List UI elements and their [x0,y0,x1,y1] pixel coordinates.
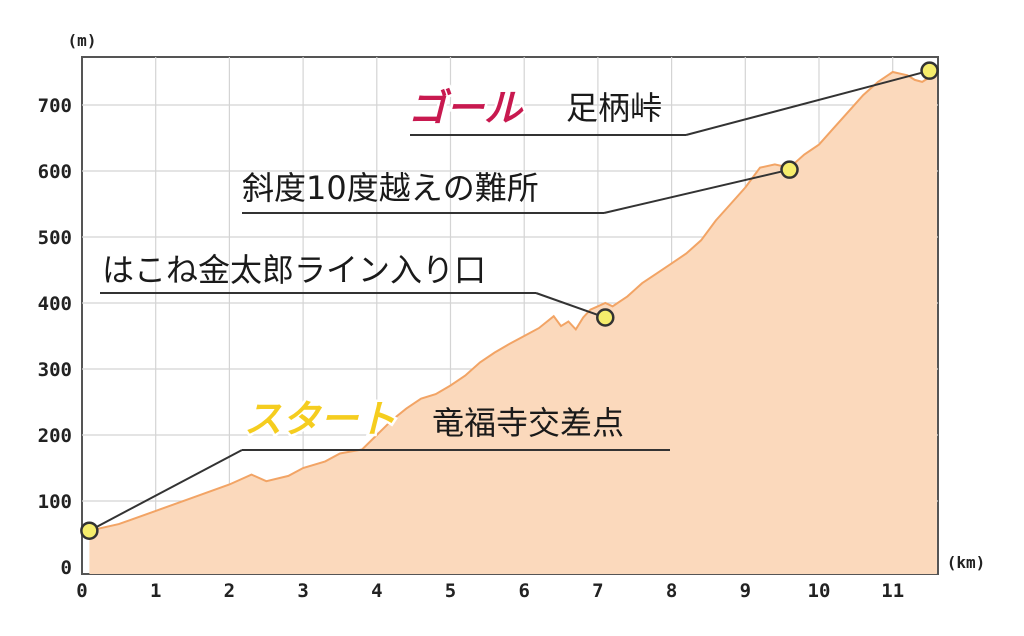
x-tick-label: 10 [808,580,831,602]
y-unit-label: (m) [68,31,97,50]
y-tick-label: 0 [61,557,72,579]
waypoint-label: 竜福寺交差点 [432,404,624,442]
start-tag: スタート [244,397,396,441]
axis-ticks: 0 1 2 3 4 5 6 7 8 9 10 11 0 100 200 300 400 500 600 700 [38,95,904,602]
waypoint-marker [780,160,799,179]
waypoint-marker [596,308,615,327]
leader-line [88,449,243,532]
waypoint-label: 足柄峠 [566,89,662,127]
x-tick-label: 3 [297,580,308,602]
y-tick-label: 200 [38,425,72,447]
waypoint-marker [920,61,939,80]
waypoint-marker [80,521,99,540]
elevation-line [89,70,938,532]
y-tick-label: 500 [38,227,72,249]
y-tick-label: 100 [38,491,72,513]
waypoint-label: 斜度10度越えの難所 [242,169,539,207]
x-tick-label: 7 [592,580,603,602]
y-tick-label: 600 [38,161,72,183]
x-tick-label: 9 [740,580,751,602]
leader-line [685,69,930,136]
y-tick-label: 700 [38,95,72,117]
y-tick-label: 400 [38,293,72,315]
x-tick-label: 5 [445,580,456,602]
y-tick-label: 300 [38,359,72,381]
goal-tag: ゴール [408,86,524,130]
leader-line [535,292,606,319]
leader-lines [88,69,930,532]
x-unit-label: (km) [947,553,986,572]
x-tick-label: 1 [150,580,161,602]
x-tick-label: 6 [518,580,529,602]
x-tick-label: 8 [666,580,677,602]
elevation-area [89,72,937,574]
waypoint-label: はこね金太郎ライン入り口 [102,251,486,289]
leader-line [603,168,790,214]
x-tick-label: 11 [881,580,904,602]
x-tick-label: 4 [371,580,382,602]
waypoint-markers [80,61,939,540]
x-tick-label: 2 [224,580,235,602]
x-tick-label: 0 [76,580,87,602]
